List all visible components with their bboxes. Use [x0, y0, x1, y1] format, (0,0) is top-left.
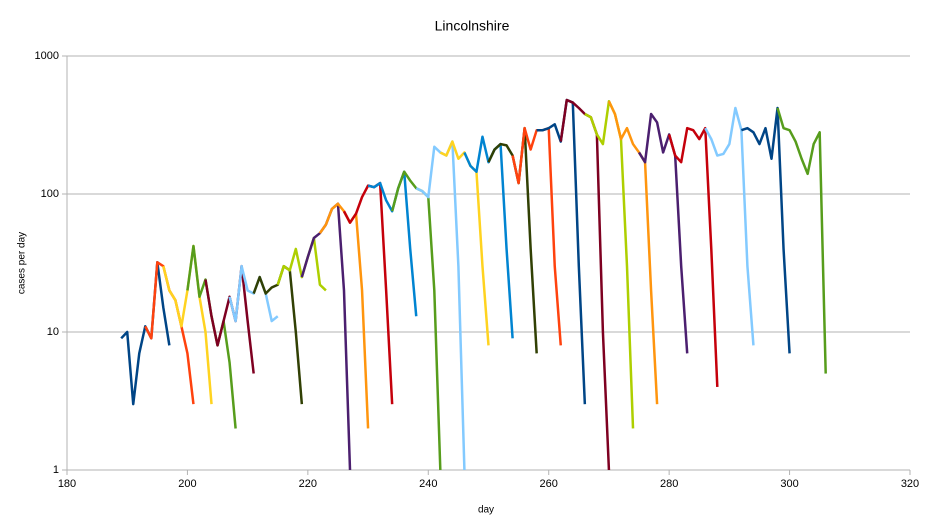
y-tick-label: 100	[41, 188, 59, 200]
line-series	[511, 126, 563, 346]
line-series	[487, 126, 538, 354]
line-series	[390, 170, 442, 470]
line-series	[300, 202, 352, 470]
x-tick-label: 220	[299, 478, 317, 490]
line-series	[637, 112, 689, 354]
x-tick-label: 280	[660, 478, 678, 490]
line-series	[342, 181, 394, 405]
line-series	[120, 261, 171, 406]
line-series	[276, 236, 327, 292]
line-series	[439, 140, 490, 346]
line-series	[559, 98, 611, 470]
x-tick-label: 240	[419, 478, 437, 490]
y-axis-label: cases per day	[17, 232, 28, 294]
chart-title: Lincolnshire	[435, 18, 510, 34]
y-tick-label: 1000	[35, 50, 59, 62]
x-tick-label: 320	[901, 478, 919, 490]
line-series	[144, 261, 195, 405]
line-series	[252, 264, 304, 405]
line-series	[463, 135, 514, 339]
line-series	[415, 140, 466, 470]
line-series	[741, 106, 791, 354]
y-tick-label: 1	[53, 464, 59, 476]
line-series	[667, 126, 719, 387]
line-series	[367, 170, 418, 317]
line-series	[704, 106, 755, 346]
x-axis-label: day	[478, 505, 494, 516]
x-tick-label: 200	[178, 478, 196, 490]
line-series	[776, 107, 827, 374]
line-series	[536, 98, 587, 405]
x-tick-label: 260	[540, 478, 558, 490]
line-series	[228, 264, 279, 323]
line-series	[162, 244, 213, 405]
x-tick-label: 300	[780, 478, 798, 490]
line-series	[607, 100, 659, 405]
line-series	[584, 100, 635, 429]
x-tick-label: 180	[58, 478, 76, 490]
y-tick-label: 10	[47, 326, 59, 338]
